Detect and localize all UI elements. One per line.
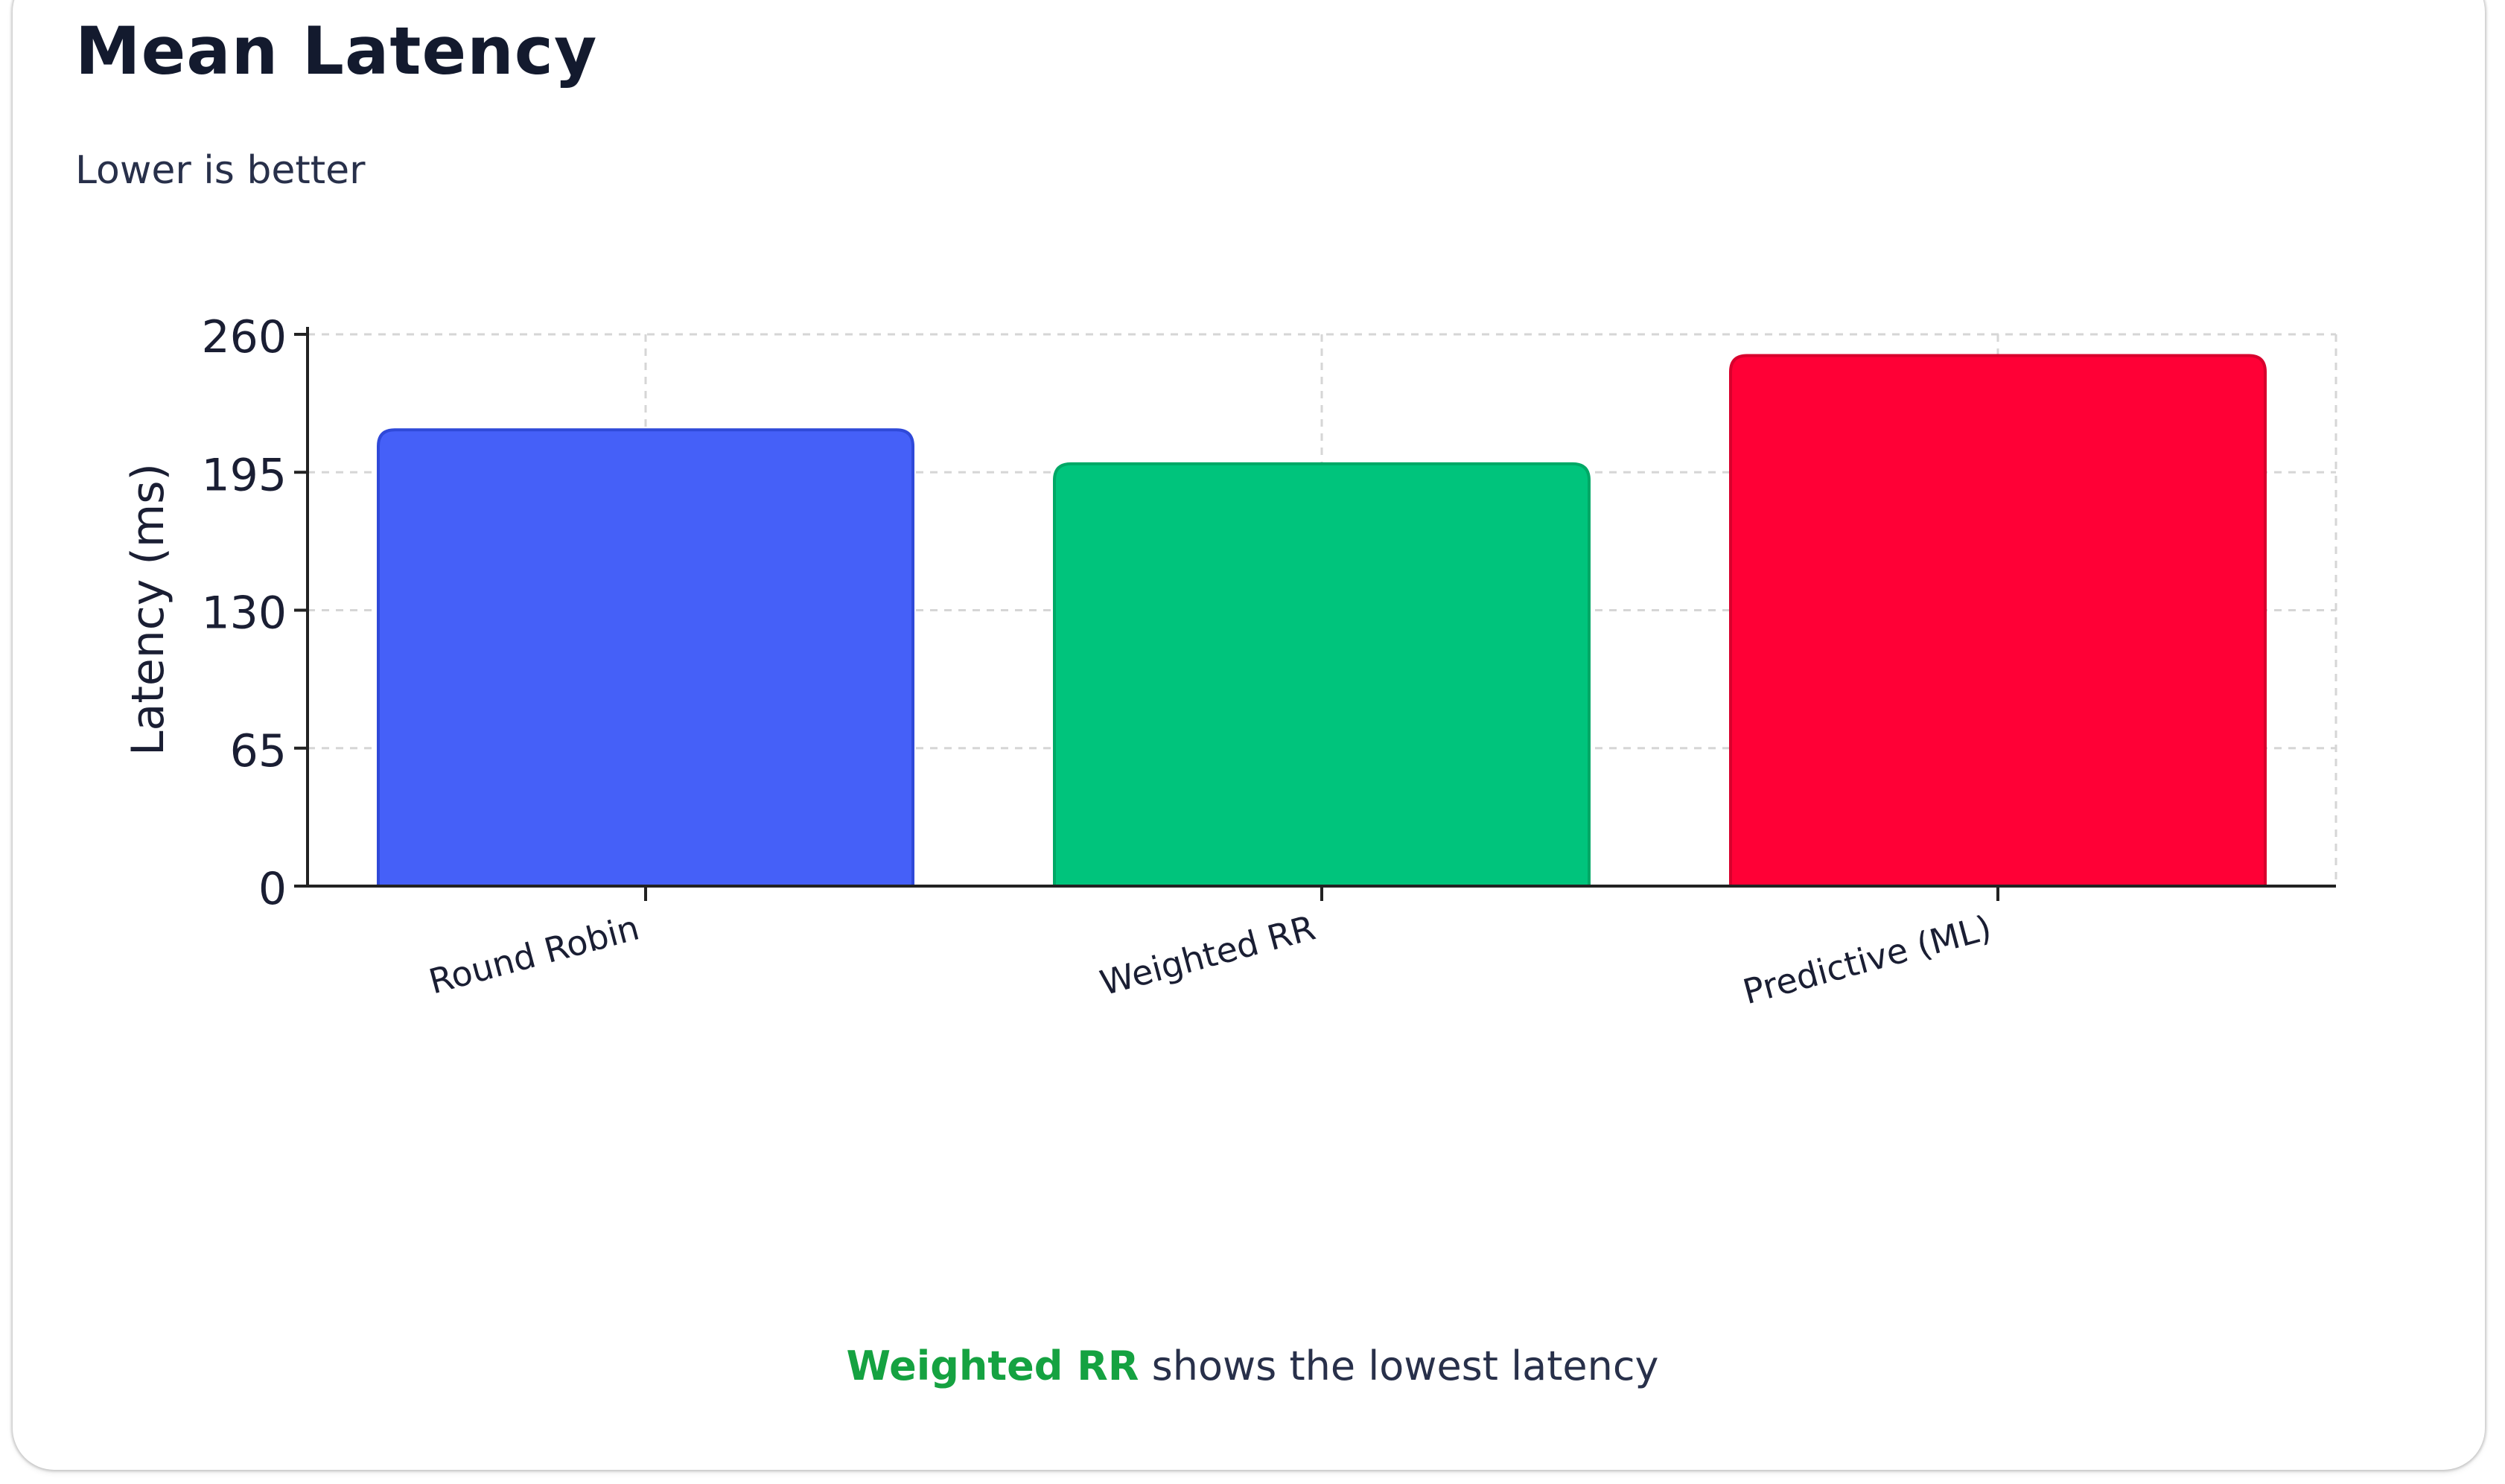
bar-predictive-ml [1729,354,2267,888]
insight-highlight: Weighted RR [846,1343,1139,1389]
bar-weighted-rr [1053,462,1591,888]
bar-round-robin [377,428,914,888]
bars [377,354,2267,888]
y-tick-label: 260 [201,311,287,363]
y-axis-label: Latency (ms) [122,463,174,756]
x-tick-label: Predictive (ML) [1739,907,1996,1012]
y-tick-label: 130 [201,587,287,640]
x-tick-label: Weighted RR [1096,907,1320,1003]
chart-insight: Weighted RR shows the lowest latency [0,1337,2505,1396]
y-tick-label: 195 [201,449,287,501]
y-ticks: 0 65 130 195 260 [201,311,308,915]
y-tick-label: 65 [230,725,287,777]
x-ticks: Round Robin Weighted RR Predictive (ML) [424,886,1999,1012]
insight-text: shows the lowest latency [1151,1343,1659,1389]
chart-title: Mean Latency [75,13,598,89]
chart-subtitle: Lower is better [75,148,366,193]
bar-chart: 0 65 130 195 260 Round Robin Weighted RR Predi… [122,311,2337,1012]
x-tick-label: Round Robin [424,907,643,1001]
y-tick-label: 0 [258,863,287,915]
